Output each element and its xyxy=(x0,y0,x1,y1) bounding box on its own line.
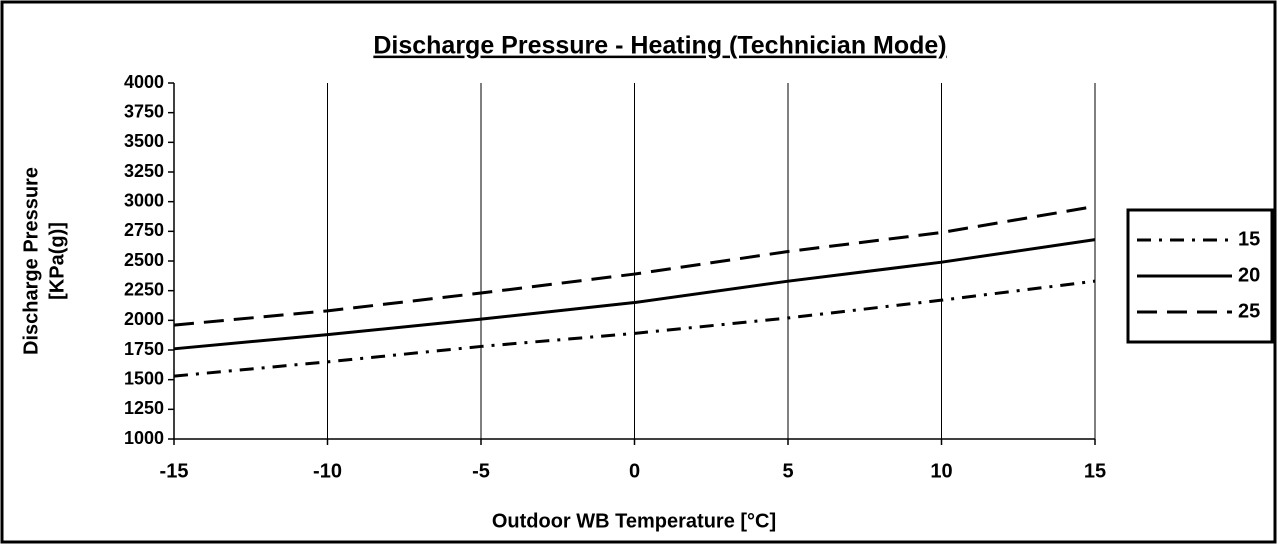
y-tick-label: 1750 xyxy=(124,339,164,359)
x-tick-label: 10 xyxy=(930,460,952,482)
series-line xyxy=(173,238,1096,351)
x-tick-label: 0 xyxy=(629,460,640,482)
y-tick-label: 1500 xyxy=(124,368,164,388)
y-tick-label: 1250 xyxy=(124,398,164,418)
y-tick-label: 2750 xyxy=(124,220,164,240)
legend-label: 25 xyxy=(1238,300,1260,322)
x-tick-label: -15 xyxy=(160,460,189,482)
y-tick-label: 1000 xyxy=(124,428,164,448)
x-axis-label: Outdoor WB Temperature [°C] xyxy=(492,510,776,532)
x-tick-label: 5 xyxy=(782,460,793,482)
y-tick-label: 2500 xyxy=(124,250,164,270)
chart-title: Discharge Pressure - Heating (Technician… xyxy=(373,32,946,60)
legend-label: 15 xyxy=(1238,228,1260,250)
x-tick-label: 15 xyxy=(1084,460,1106,482)
y-axis-label: [KPa(g)] xyxy=(46,222,68,300)
x-tick-label: -10 xyxy=(313,460,342,482)
series-line xyxy=(173,279,1096,378)
y-tick-label: 3000 xyxy=(124,190,164,210)
series-line xyxy=(173,204,1096,327)
y-tick-label: 3750 xyxy=(124,101,164,121)
y-tick-label: 4000 xyxy=(124,72,164,92)
y-tick-label: 3500 xyxy=(124,131,164,151)
y-tick-label: 2000 xyxy=(124,309,164,329)
x-tick-label: -5 xyxy=(472,460,490,482)
y-axis-label: Discharge Pressure xyxy=(20,167,42,355)
y-tick-label: 2250 xyxy=(124,279,164,299)
y-tick-label: 3250 xyxy=(124,161,164,181)
legend-label: 20 xyxy=(1238,264,1260,286)
